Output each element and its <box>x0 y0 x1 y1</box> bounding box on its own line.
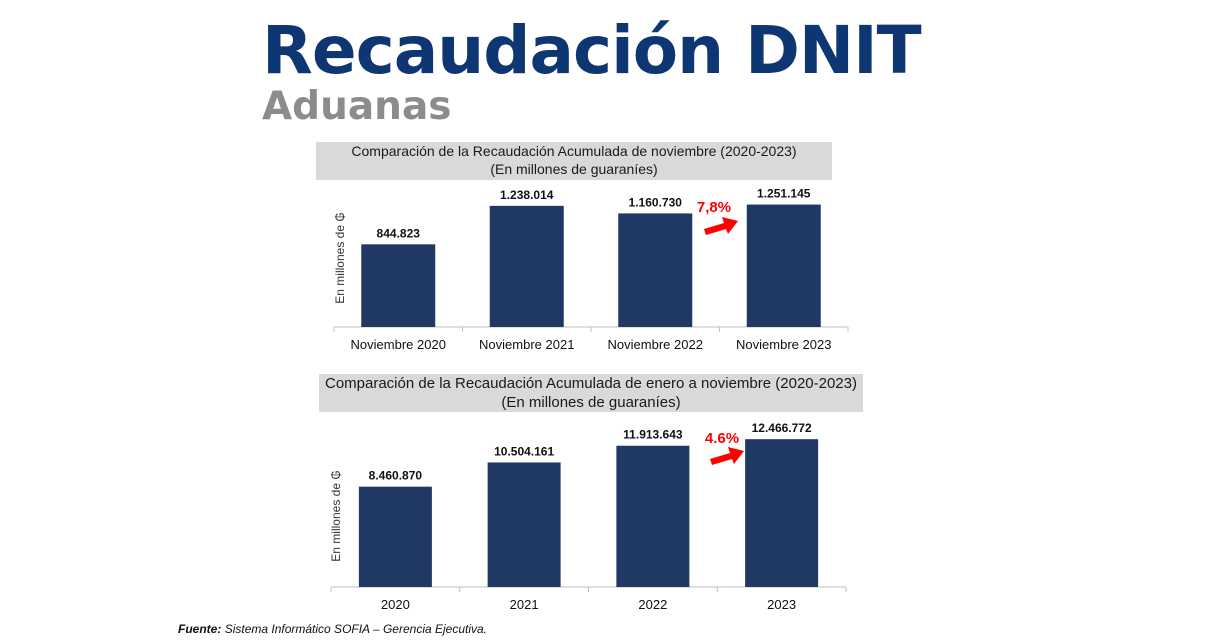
bar <box>487 462 561 587</box>
source-text: Sistema Informático SOFIA – Gerencia Eje… <box>224 622 488 636</box>
source-note: Fuente: Sistema Informático SOFIA – Gere… <box>178 622 487 636</box>
data-label: 1.238.014 <box>500 188 554 202</box>
x-tick-label: 2021 <box>510 597 539 612</box>
growth-arrow-icon <box>710 447 744 465</box>
y-axis-label: En millones de ₲ <box>333 212 347 303</box>
y-axis-label: En millones de ₲ <box>329 470 343 561</box>
chart-2-header: Comparación de la Recaudación Acumulada … <box>319 374 863 412</box>
x-tick-label: 2020 <box>381 597 410 612</box>
bar <box>745 439 819 587</box>
data-label: 11.913.643 <box>623 428 683 442</box>
chart-1-header: Comparación de la Recaudación Acumulada … <box>316 142 832 180</box>
bar <box>489 205 564 327</box>
data-label: 1.160.730 <box>629 195 683 209</box>
data-label: 8.460.870 <box>369 469 423 483</box>
chart-2-title: Comparación de la Recaudación Acumulada … <box>324 375 857 392</box>
chart-1-subtitle: (En millones de guaraníes) <box>490 160 658 177</box>
growth-annotation: 7,8% <box>697 199 731 216</box>
data-label: 12.466.772 <box>752 421 812 435</box>
bar <box>618 213 693 327</box>
data-label: 844.823 <box>377 226 421 240</box>
page-title: Recaudación DNIT <box>262 12 922 89</box>
bar <box>361 244 436 327</box>
x-tick-label: Noviembre 2020 <box>351 337 446 352</box>
source-label: Fuente: <box>178 622 222 636</box>
x-tick-label: Noviembre 2021 <box>479 337 574 352</box>
page-subtitle: Aduanas <box>262 84 452 129</box>
chart-2-subtitle: (En millones de guaraníes) <box>501 393 681 411</box>
growth-arrow-icon <box>704 217 738 235</box>
bar <box>746 204 821 327</box>
x-tick-label: 2022 <box>638 597 667 612</box>
chart-1-title: Comparación de la Recaudación Acumulada … <box>351 143 797 159</box>
data-label: 10.504.161 <box>494 444 554 458</box>
x-tick-label: Noviembre 2022 <box>608 337 703 352</box>
bar <box>358 486 432 587</box>
x-tick-label: 2023 <box>767 597 796 612</box>
growth-annotation: 4.6% <box>705 430 739 447</box>
bar <box>616 445 690 587</box>
x-tick-label: Noviembre 2023 <box>736 337 831 352</box>
data-label: 1.251.145 <box>757 187 811 201</box>
